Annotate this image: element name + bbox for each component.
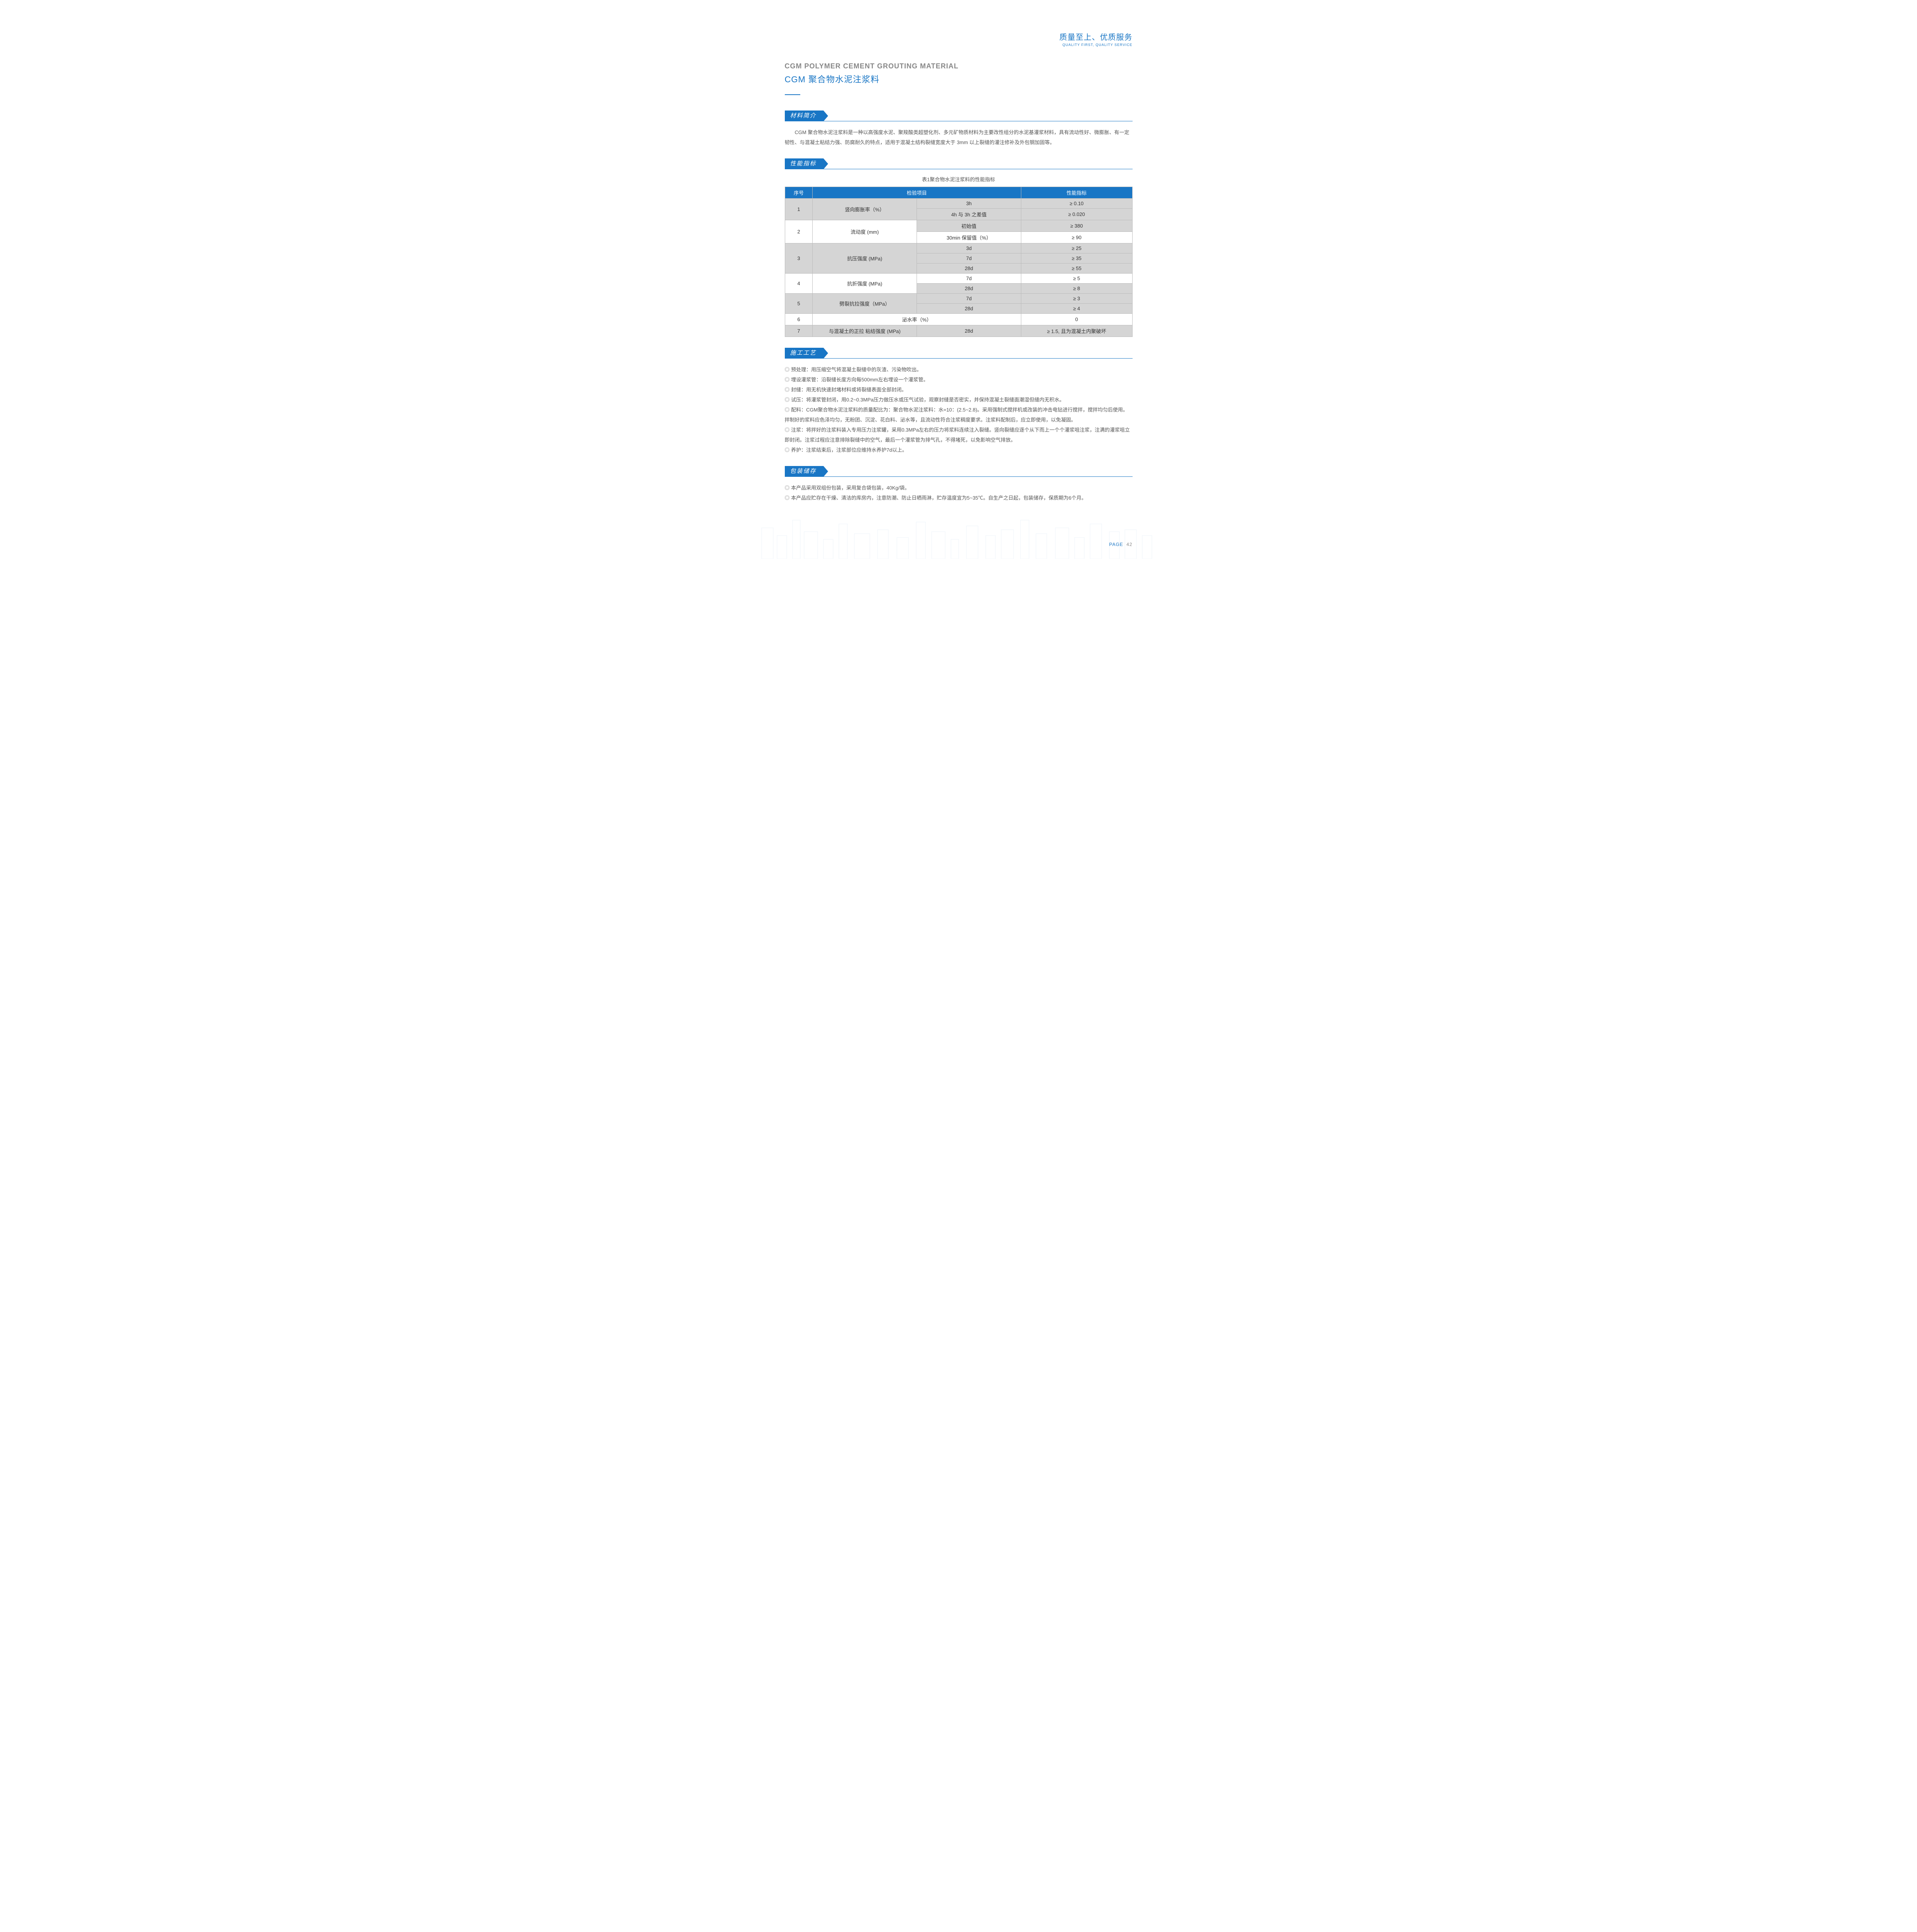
table-caption: 表1聚合物水泥注浆料的性能指标 — [785, 175, 1133, 183]
page-label: PAGE — [1109, 542, 1123, 547]
col-item: 检验项目 — [813, 187, 1021, 199]
tagline-en: QUALITY FIRST, QUALITY SERVICE — [785, 43, 1133, 47]
section-heading-storage: 包装储存 — [785, 466, 1133, 477]
cell-seq: 3 — [785, 243, 813, 274]
cell-item: 竖向膨胀率（%） — [813, 199, 917, 220]
list-item: 预处理：用压缩空气将混凝土裂缝中的灰渣、污染物吹出。 — [785, 365, 1133, 375]
cell-item: 流动度 (mm) — [813, 220, 917, 243]
section-heading-process: 施工工艺 — [785, 348, 1133, 359]
section-tab-label: 性能指标 — [785, 158, 823, 169]
list-item: 试压：将灌浆管封闭，用0.2~0.3MPa压力做压水或压气试验，观察封缝是否密实… — [785, 395, 1133, 405]
page-title-en: CGM POLYMER CEMENT GROUTING MATERIAL — [785, 62, 1133, 70]
list-item: 埋设灌浆管：沿裂缝长度方向每500mm左右埋设一个灌浆管。 — [785, 375, 1133, 385]
list-item: 本产品采用双组份包装，采用复合袋包装，40Kg/袋。 — [785, 483, 1133, 493]
tab-arrow-icon — [823, 158, 828, 169]
section-tab-label: 施工工艺 — [785, 348, 823, 358]
cell-sub: 4h 与 3h 之差值 — [917, 209, 1021, 220]
tab-arrow-icon — [823, 111, 828, 121]
cell-item: 劈裂抗拉强度（MPa） — [813, 294, 917, 314]
col-seq: 序号 — [785, 187, 813, 199]
cell-seq: 4 — [785, 274, 813, 294]
list-item: 封缝：用无机快速封堵材料或将裂缝表面全部封闭。 — [785, 385, 1133, 395]
cell-sub: 7d — [917, 253, 1021, 264]
page-title-cn: CGM 聚合物水泥注浆料 — [785, 73, 1133, 85]
cell-value: ≥ 5 — [1021, 274, 1132, 284]
cell-value: ≥ 380 — [1021, 220, 1132, 232]
page-number: PAGE 42 — [1109, 542, 1132, 547]
process-list: 预处理：用压缩空气将混凝土裂缝中的灰渣、污染物吹出。埋设灌浆管：沿裂缝长度方向每… — [785, 365, 1133, 455]
cell-sub: 7d — [917, 274, 1021, 284]
section-tab-label: 包装储存 — [785, 466, 823, 476]
cell-item: 抗压强度 (MPa) — [813, 243, 917, 274]
table-row: 6泌水率（%）0 — [785, 314, 1132, 325]
storage-list: 本产品采用双组份包装，采用复合袋包装，40Kg/袋。本产品应贮存在干燥、清洁的库… — [785, 483, 1133, 503]
background-skyline — [754, 512, 1163, 559]
title-underline — [785, 94, 800, 95]
cell-value: 0 — [1021, 314, 1132, 325]
cell-value: ≥ 4 — [1021, 304, 1132, 314]
section-tab-label: 材料简介 — [785, 111, 823, 121]
list-item: 配料：CGM聚合物水泥注浆料的质量配比为：聚合物水泥注浆料：水=10：(2.5~… — [785, 405, 1133, 425]
cell-sub: 7d — [917, 294, 1021, 304]
cell-sub: 3d — [917, 243, 1021, 253]
cell-sub: 30min 保留值（%） — [917, 232, 1021, 243]
tab-arrow-icon — [823, 466, 828, 477]
page-num: 42 — [1126, 542, 1132, 547]
cell-value: ≥ 8 — [1021, 284, 1132, 294]
cell-sub: 初始值 — [917, 220, 1021, 232]
cell-sub: 28d — [917, 284, 1021, 294]
cell-item: 与混凝土的正拉 粘结强度 (MPa) — [813, 325, 917, 337]
table-row: 2流动度 (mm)初始值≥ 380 — [785, 220, 1132, 232]
cell-sub: 28d — [917, 304, 1021, 314]
section-heading-intro: 材料简介 — [785, 111, 1133, 121]
table-row: 4抗折强度 (MPa)7d≥ 5 — [785, 274, 1132, 284]
brand-tagline: 质量至上、优质服务 QUALITY FIRST, QUALITY SERVICE — [785, 31, 1133, 47]
cell-value: ≥ 0.10 — [1021, 199, 1132, 209]
table-row: 5劈裂抗拉强度（MPa）7d≥ 3 — [785, 294, 1132, 304]
cell-value: ≥ 25 — [1021, 243, 1132, 253]
cell-item: 抗折强度 (MPa) — [813, 274, 917, 294]
cell-sub: 28d — [917, 264, 1021, 274]
table-header-row: 序号 检验项目 性能指标 — [785, 187, 1132, 199]
tagline-cn: 质量至上、优质服务 — [785, 31, 1133, 42]
col-value: 性能指标 — [1021, 187, 1132, 199]
cell-seq: 7 — [785, 325, 813, 337]
section-heading-spec: 性能指标 — [785, 158, 1133, 169]
tab-arrow-icon — [823, 348, 828, 359]
cell-value: ≥ 1.5, 且为混凝土内聚破坏 — [1021, 325, 1132, 337]
list-item: 养护：注浆结束后，注浆部位应维持水养护7d以上。 — [785, 445, 1133, 455]
cell-seq: 6 — [785, 314, 813, 325]
cell-seq: 5 — [785, 294, 813, 314]
cell-seq: 2 — [785, 220, 813, 243]
cell-value: ≥ 90 — [1021, 232, 1132, 243]
cell-sub: 3h — [917, 199, 1021, 209]
table-row: 3抗压强度 (MPa)3d≥ 25 — [785, 243, 1132, 253]
cell-seq: 1 — [785, 199, 813, 220]
table-row: 7与混凝土的正拉 粘结强度 (MPa)28d≥ 1.5, 且为混凝土内聚破坏 — [785, 325, 1132, 337]
list-item: 本产品应贮存在干燥、清洁的库房内，注意防潮、防止日晒雨淋，贮存温度宜为5~35℃… — [785, 493, 1133, 503]
spec-table: 序号 检验项目 性能指标 1竖向膨胀率（%）3h≥ 0.104h 与 3h 之差… — [785, 187, 1133, 337]
cell-value: ≥ 35 — [1021, 253, 1132, 264]
intro-body: CGM 聚合物水泥注浆料是一种以高强度水泥、聚羧酸类超塑化剂、多元矿物质材料为主… — [785, 128, 1133, 148]
cell-sub: 28d — [917, 325, 1021, 337]
table-row: 1竖向膨胀率（%）3h≥ 0.10 — [785, 199, 1132, 209]
list-item: 注浆：将拌好的注浆料装入专用压力注浆罐，采用0.3MPa左右的压力将浆料连续注入… — [785, 425, 1133, 445]
cell-value: ≥ 55 — [1021, 264, 1132, 274]
cell-value: ≥ 0.020 — [1021, 209, 1132, 220]
cell-value: ≥ 3 — [1021, 294, 1132, 304]
cell-item: 泌水率（%） — [813, 314, 1021, 325]
